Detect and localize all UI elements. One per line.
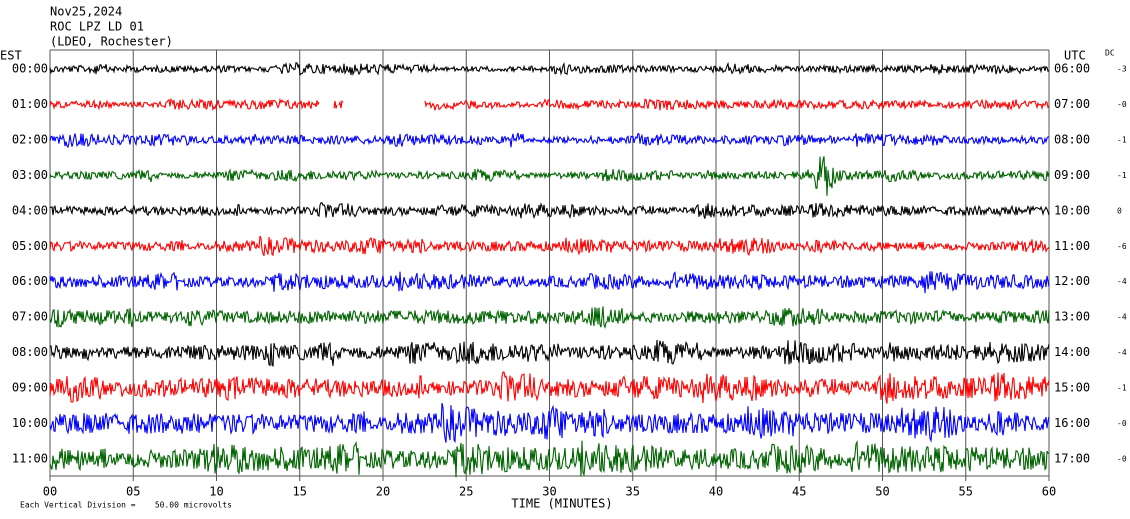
x-tick-label: 60	[1042, 485, 1056, 499]
utc-label: 13:00	[1054, 310, 1090, 324]
x-axis-label: TIME (MINUTES)	[511, 497, 612, 511]
left-zone: EST	[0, 49, 22, 63]
header-line: (LDEO, Rochester)	[50, 35, 173, 49]
utc-label: 16:00	[1054, 416, 1090, 430]
trace	[49, 61, 1050, 77]
footer: Each Vertical Division = 50.00 microvolt…	[20, 501, 232, 510]
dc-value: -4	[1117, 313, 1127, 322]
x-tick-label: 20	[376, 485, 390, 499]
utc-label: 15:00	[1054, 381, 1090, 395]
est-label: 03:00	[12, 168, 48, 182]
trace	[49, 371, 1050, 404]
trace	[49, 402, 1050, 444]
trace	[49, 202, 1050, 220]
dc-value: -4	[1117, 348, 1127, 357]
utc-label: 07:00	[1054, 97, 1090, 111]
dc-value: -6	[1117, 242, 1127, 251]
utc-label: 09:00	[1054, 168, 1090, 182]
dc-value: -3	[1117, 65, 1127, 74]
dc-value: -0	[1117, 100, 1127, 109]
header-line: Nov25,2024	[50, 5, 122, 19]
est-label: 07:00	[12, 310, 48, 324]
utc-label: 12:00	[1054, 274, 1090, 288]
x-tick-label: 15	[293, 485, 307, 499]
est-label: 00:00	[12, 62, 48, 76]
header-line: ROC LPZ LD 01	[50, 20, 144, 34]
x-tick-label: 10	[209, 485, 223, 499]
x-tick-label: 55	[959, 485, 973, 499]
x-tick-label: 00	[43, 485, 57, 499]
utc-label: 14:00	[1054, 345, 1090, 359]
x-tick-label: 35	[626, 485, 640, 499]
x-tick-label: 05	[126, 485, 140, 499]
x-tick-label: 50	[875, 485, 889, 499]
utc-label: 11:00	[1054, 239, 1090, 253]
est-label: 05:00	[12, 239, 48, 253]
est-label: 08:00	[12, 345, 48, 359]
utc-label: 17:00	[1054, 451, 1090, 465]
trace	[49, 97, 1050, 112]
est-label: 04:00	[12, 203, 48, 217]
x-tick-label: 25	[459, 485, 473, 499]
trace	[49, 339, 1050, 367]
est-label: 01:00	[12, 97, 48, 111]
est-label: 11:00	[12, 451, 48, 465]
utc-label: 10:00	[1054, 203, 1090, 217]
x-tick-label: 30	[542, 485, 556, 499]
utc-label: 06:00	[1054, 62, 1090, 76]
trace	[49, 156, 1050, 196]
est-label: 09:00	[12, 381, 48, 395]
dc-value: -1	[1117, 135, 1127, 144]
est-label: 02:00	[12, 132, 48, 146]
trace	[49, 439, 1049, 478]
trace	[49, 132, 1050, 149]
right-zone: UTC	[1064, 49, 1086, 63]
est-label: 06:00	[12, 274, 48, 288]
dc-value: -1	[1117, 171, 1127, 180]
dc-value: -0	[1117, 454, 1127, 463]
x-tick-label: 40	[709, 485, 723, 499]
est-label: 10:00	[12, 416, 48, 430]
dc-value: -1	[1117, 384, 1127, 393]
dc-value: -4	[1117, 277, 1127, 286]
trace	[49, 306, 1050, 330]
dc-value: 0	[1117, 206, 1122, 215]
dc-value: -0	[1117, 419, 1127, 428]
trace	[49, 235, 1050, 257]
x-tick-label: 45	[792, 485, 806, 499]
dc-label: DC	[1105, 49, 1115, 58]
utc-label: 08:00	[1054, 132, 1090, 146]
trace	[49, 271, 1050, 294]
